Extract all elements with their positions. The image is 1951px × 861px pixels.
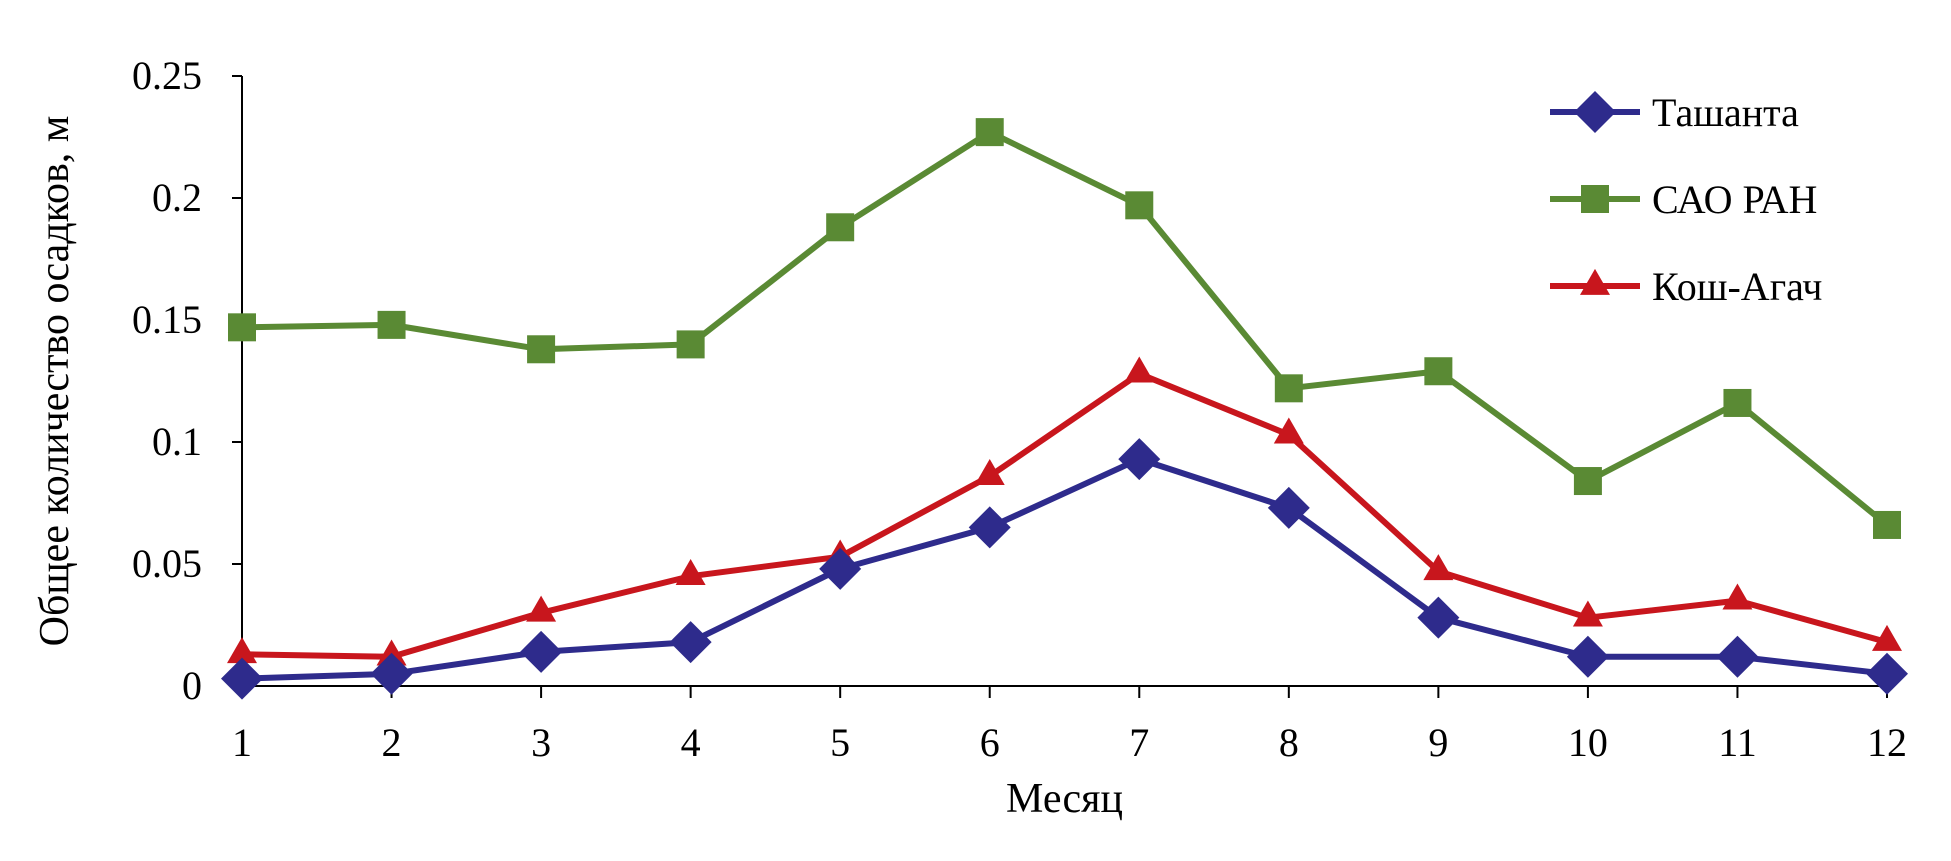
data-point [228,313,256,342]
series-line [241,456,1888,682]
x-tick-label: 9 [1428,720,1448,765]
x-tick-label: 2 [382,720,402,765]
legend-marker [1580,268,1610,295]
data-point [1267,486,1310,529]
data-point [819,547,862,590]
data-point [1273,417,1304,444]
legend-label: Кош-Агач [1652,264,1822,309]
x-tick-label: 7 [1129,720,1149,765]
data-point [227,637,257,664]
y-tick-label: 0.05 [132,541,202,586]
series-diamond [221,438,1908,700]
data-point [526,595,557,622]
data-point [221,657,263,700]
legend-item: САО РАН [1550,177,1817,222]
series-group [221,118,1908,700]
data-point [1118,438,1161,481]
legend-label: САО РАН [1652,177,1817,222]
data-point [376,639,407,666]
data-point [669,621,712,664]
y-tick-label: 0.15 [132,297,202,342]
legend-item: Ташанта [1550,90,1799,135]
data-point [974,459,1005,485]
data-point [1417,596,1460,639]
data-point [1722,583,1753,610]
x-tick-label: 6 [980,720,1000,765]
data-point [675,559,706,586]
axes [241,76,1887,687]
data-point [1124,356,1155,383]
legend-marker [1574,91,1616,133]
y-tick-label: 0.2 [152,175,202,220]
y-tick-label: 0.25 [132,53,202,98]
x-axis-title: Месяц [1006,776,1123,822]
series-line [241,370,1888,660]
x-ticks: 1 2 3 4 5 6 7 8 9 10 11 12 [232,686,1907,765]
x-tick-label: 8 [1279,720,1299,765]
x-tick-label: 12 [1867,720,1907,765]
y-tick-label: 0 [182,663,202,708]
x-tick-label: 5 [830,720,850,765]
y-ticks: 0 0.05 0.1 0.15 0.2 0.25 [132,53,242,708]
legend: Ташанта САО РАН Кош-Агач [1550,90,1822,309]
x-tick-label: 10 [1568,720,1608,765]
x-tick-label: 11 [1718,720,1757,765]
series-triangle [227,356,1902,666]
x-tick-label: 1 [232,720,252,765]
y-tick-label: 0.1 [152,419,202,464]
data-point [527,335,556,364]
data-point [968,506,1011,549]
legend-item: Кош-Агач [1550,264,1822,309]
data-point [1872,624,1902,651]
data-point [1424,357,1453,386]
data-point [975,118,1004,147]
data-point [1716,635,1759,678]
data-point [1125,191,1154,220]
x-tick-label: 4 [681,720,701,765]
data-point [1873,510,1901,539]
legend-label: Ташанта [1652,90,1799,135]
legend-marker [1581,185,1609,213]
data-point [676,330,705,359]
data-point [1723,388,1752,417]
data-point [520,630,563,673]
series-line [241,129,1889,528]
data-point [1566,635,1609,678]
data-point [1274,374,1303,403]
x-tick-label: 3 [531,720,551,765]
data-point [377,310,406,339]
data-point [1572,600,1603,627]
data-point [1573,467,1602,496]
y-axis-title: Общее количество осадков, м [32,116,78,647]
data-point [826,213,855,242]
series-square [228,118,1901,539]
data-point [1423,554,1454,581]
data-point [1866,652,1908,695]
data-point [370,652,413,695]
